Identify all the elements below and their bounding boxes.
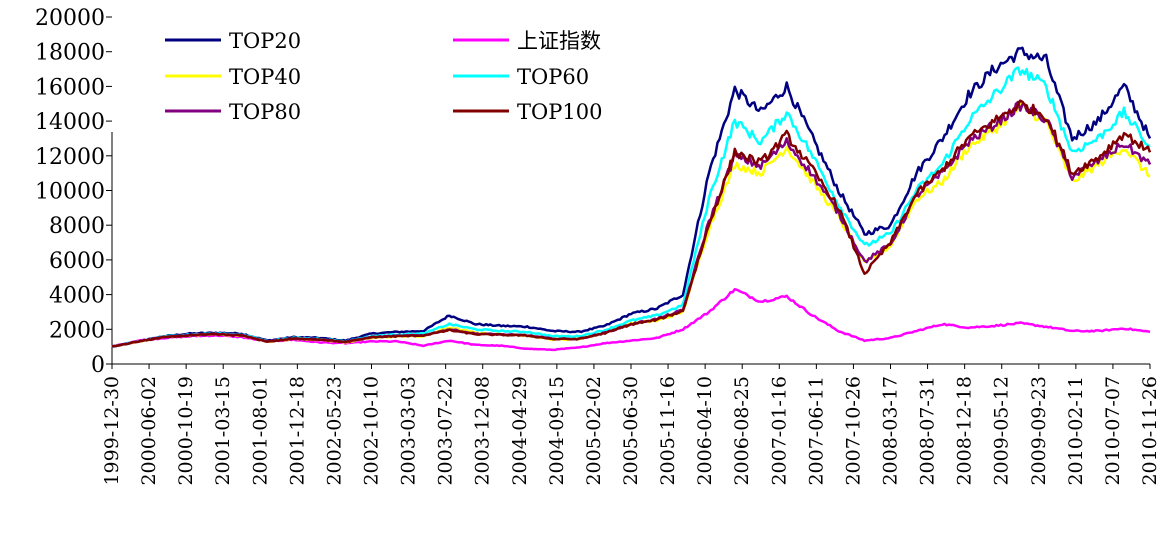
x-tick-label: 2007-01-16 xyxy=(768,376,790,486)
y-tick-label: 0 xyxy=(91,353,105,378)
x-tick-label: 2007-06-11 xyxy=(805,376,827,486)
y-axis-ticks: 0 2000 4000 6000 8000 10000 12000 14000 16000 180… xyxy=(35,6,112,378)
legend-label-shanghai-index: 上证指数 xyxy=(517,29,601,53)
legend-label-top60: TOP60 xyxy=(517,65,589,89)
legend-label-top40: TOP40 xyxy=(229,65,301,89)
x-tick-label: 2009-05-12 xyxy=(991,376,1013,486)
plot-frame xyxy=(111,132,1150,365)
x-tick-label: 2000-06-02 xyxy=(138,376,160,486)
x-tick-label: 2003-12-08 xyxy=(472,376,494,486)
legend: TOP20 上证指数 TOP40 TOP60 TOP80 TOP100 xyxy=(165,29,602,124)
x-tick-label: 2006-08-25 xyxy=(731,376,753,486)
x-tick-label: 2001-08-01 xyxy=(249,376,271,486)
x-tick-label: 2006-04-10 xyxy=(694,376,716,486)
x-tick-label: 2000-10-19 xyxy=(175,376,197,486)
y-tick-label: 8000 xyxy=(49,214,105,239)
x-tick-label: 2005-06-30 xyxy=(620,376,642,486)
x-tick-label: 1999-12-30 xyxy=(101,376,123,486)
y-tick-label: 14000 xyxy=(35,110,105,135)
y-tick-label: 20000 xyxy=(35,6,105,31)
y-tick-label: 16000 xyxy=(35,75,105,100)
x-tick-label: 2008-07-31 xyxy=(917,376,939,486)
x-tick-label: 2010-07-07 xyxy=(1102,376,1124,486)
series-line-top100 xyxy=(111,99,1152,348)
legend-label-top20: TOP20 xyxy=(229,29,301,53)
y-tick-label: 2000 xyxy=(49,318,105,343)
x-tick-label: 2003-03-03 xyxy=(398,376,420,486)
x-tick-label: 2001-12-18 xyxy=(286,376,308,486)
x-tick-label: 2005-11-16 xyxy=(657,376,679,486)
x-tick-label: 2002-05-23 xyxy=(323,376,345,486)
legend-label-top100: TOP100 xyxy=(517,100,602,124)
x-tick-label: 2010-02-11 xyxy=(1065,376,1087,486)
y-tick-label: 6000 xyxy=(49,249,105,274)
x-tick-label: 2003-07-22 xyxy=(435,376,457,486)
x-tick-label: 2004-04-29 xyxy=(509,376,531,486)
x-tick-label: 2007-10-26 xyxy=(842,376,864,486)
x-tick-label: 2008-12-18 xyxy=(954,376,976,486)
series-line-top40 xyxy=(111,102,1151,349)
series-line-top80 xyxy=(111,100,1152,348)
x-tick-label: 2004-09-15 xyxy=(546,376,568,486)
x-tick-label: 2008-03-17 xyxy=(880,376,902,486)
y-tick-label: 18000 xyxy=(35,41,105,66)
x-tick-label: 2010-11-26 xyxy=(1139,376,1161,486)
y-tick-label: 12000 xyxy=(35,145,105,170)
x-tick-label: 2001-03-15 xyxy=(212,376,234,486)
x-axis-ticks: 1999-12-30 2000-06-02 2000-10-19 2001-03-15… xyxy=(101,364,1161,486)
x-tick-label: 2005-02-02 xyxy=(583,376,605,486)
x-tick-label: 2009-09-23 xyxy=(1028,376,1050,486)
series-lines xyxy=(111,46,1152,352)
x-tick-label: 2002-10-10 xyxy=(361,376,383,486)
legend-label-top80: TOP80 xyxy=(229,100,301,124)
y-tick-label: 10000 xyxy=(35,180,105,205)
y-tick-label: 4000 xyxy=(49,284,105,309)
